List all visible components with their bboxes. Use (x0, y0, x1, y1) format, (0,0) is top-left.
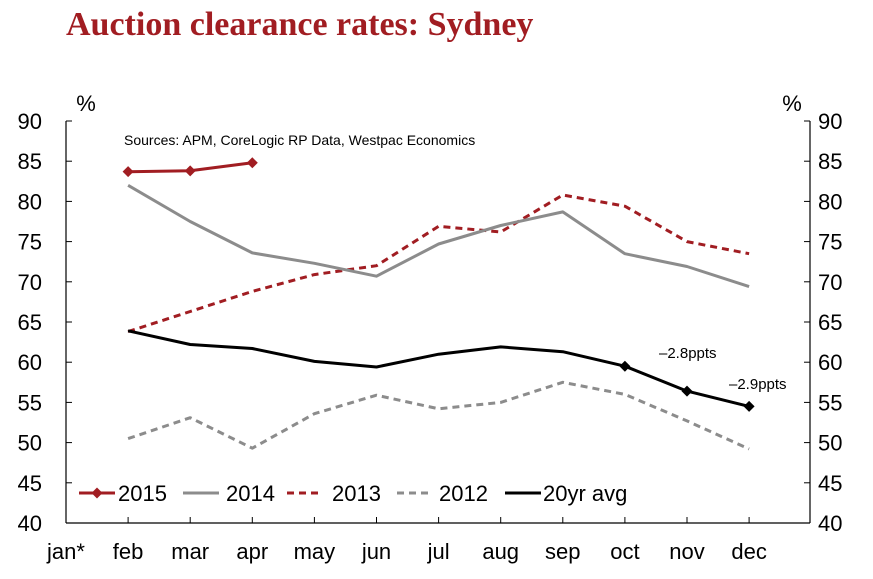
y-left-tick-label: 90 (18, 109, 42, 134)
y-right-tick-label: 50 (818, 431, 842, 456)
point-marker-2015 (122, 166, 134, 178)
x-tick-label: apr (236, 539, 268, 564)
y-right-tick-label: 70 (818, 270, 842, 295)
y-right-tick-label: 45 (818, 471, 842, 496)
point-marker-2015 (246, 157, 258, 169)
point-marker-20yr-avg (743, 400, 755, 412)
y-left-tick-label: 85 (18, 149, 42, 174)
y-left-tick-label: 75 (18, 230, 42, 255)
y-right-tick-label: 80 (818, 189, 842, 214)
x-tick-label: jan* (46, 539, 85, 564)
y-right-tick-label: 85 (818, 149, 842, 174)
x-tick-label: mar (171, 539, 209, 564)
point-marker-20yr-avg (619, 360, 631, 372)
y-left-tick-label: 80 (18, 189, 42, 214)
y-left-tick-label: 45 (18, 471, 42, 496)
y-right-tick-label: 90 (818, 109, 842, 134)
x-tick-label: oct (610, 539, 639, 564)
y-right-tick-label: 40 (818, 511, 842, 536)
x-tick-label: aug (482, 539, 519, 564)
series-line-2013 (127, 193, 750, 334)
y-axis-right-ticks: 40 45 50 55 60 65 70 75 80 85 90 (804, 109, 842, 536)
y-left-tick-label: 40 (18, 511, 42, 536)
x-tick-label: nov (669, 539, 704, 564)
series-lines (122, 157, 755, 451)
source-note: Sources: APM, CoreLogic RP Data, Westpac… (124, 132, 475, 148)
series-line-20yr-avg (127, 329, 750, 408)
annotation-dec: –2.9ppts (729, 376, 787, 393)
x-tick-label: sep (545, 539, 580, 564)
legend: 2015 2014 2013 2012 20yr avg (79, 481, 627, 506)
x-tick-label: dec (731, 539, 766, 564)
y-left-tick-label: 60 (18, 350, 42, 375)
legend-label-2014: 2014 (226, 481, 275, 506)
y-left-tick-label: 55 (18, 390, 42, 415)
y-right-tick-label: 60 (818, 350, 842, 375)
legend-label-20yr-avg: 20yr avg (543, 481, 627, 506)
x-axis-ticks: jan* feb mar apr may jun jul aug sep oct nov dec (46, 517, 767, 564)
x-tick-label: may (294, 539, 336, 564)
axes (65, 121, 811, 524)
y-right-tick-label: 75 (818, 230, 842, 255)
x-tick-label: jun (361, 539, 391, 564)
annotation-nov: –2.8ppts (659, 345, 717, 362)
y-left-tick-label: 70 (18, 270, 42, 295)
legend-marker-2015 (91, 487, 103, 499)
y-axis-left-unit: % (76, 91, 96, 116)
series-line-2014 (127, 184, 750, 289)
y-left-tick-label: 50 (18, 431, 42, 456)
y-right-tick-label: 65 (818, 310, 842, 335)
y-left-tick-label: 65 (18, 310, 42, 335)
chart-title: Auction clearance rates: Sydney (66, 6, 534, 43)
legend-label-2015: 2015 (118, 481, 167, 506)
point-marker-2015 (184, 165, 196, 177)
legend-label-2012: 2012 (439, 481, 488, 506)
point-marker-20yr-avg (681, 385, 693, 397)
legend-label-2013: 2013 (332, 481, 381, 506)
x-tick-label: feb (113, 539, 144, 564)
y-right-tick-label: 55 (818, 390, 842, 415)
y-axis-left-ticks: 40 45 50 55 60 65 70 75 80 85 90 (18, 109, 72, 536)
y-axis-right-unit: % (782, 91, 802, 116)
x-tick-label: jul (427, 539, 450, 564)
series-line-2012 (127, 380, 750, 451)
